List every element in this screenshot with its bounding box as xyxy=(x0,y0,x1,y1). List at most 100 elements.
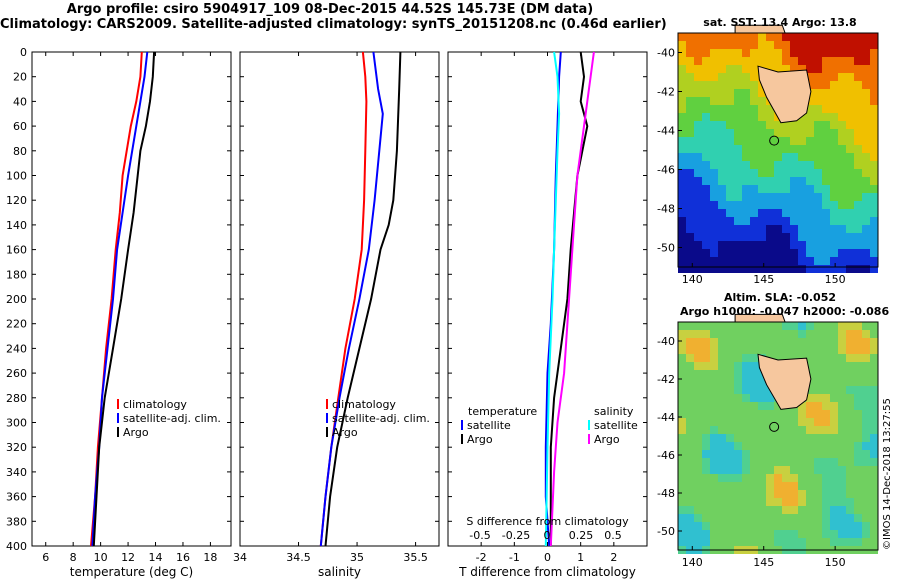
map-cell xyxy=(830,354,838,362)
map-cell xyxy=(686,161,694,169)
map-cell xyxy=(718,450,726,458)
map-cell xyxy=(702,506,710,514)
map-cell xyxy=(814,185,822,193)
map-cell xyxy=(854,169,862,177)
map-cell xyxy=(782,193,790,201)
map-cell xyxy=(734,193,742,201)
map-x-tick-label: 140 xyxy=(682,556,703,569)
map-cell xyxy=(822,241,830,249)
map-cell xyxy=(694,129,702,137)
map-cell xyxy=(862,418,870,426)
map-cell xyxy=(814,97,822,105)
map-cell xyxy=(870,201,878,209)
map-cell xyxy=(854,370,862,378)
map-cell xyxy=(862,153,870,161)
map-cell xyxy=(782,458,790,466)
map-cell xyxy=(822,233,830,241)
map-cell xyxy=(822,322,830,330)
map-cell xyxy=(822,225,830,233)
map-cell xyxy=(726,466,734,474)
map-cell xyxy=(790,241,798,249)
map-cell xyxy=(766,233,774,241)
map-cell xyxy=(766,346,774,354)
y-tick-label: 360 xyxy=(6,491,27,504)
map-cell xyxy=(710,169,718,177)
map-cell xyxy=(678,185,686,193)
map-cell xyxy=(782,49,790,57)
map-cell xyxy=(678,233,686,241)
map-cell xyxy=(702,217,710,225)
map-cell xyxy=(798,257,806,265)
map-cell xyxy=(790,490,798,498)
map-cell xyxy=(822,370,830,378)
map-cell xyxy=(766,225,774,233)
map-cell xyxy=(734,105,742,113)
map-cell xyxy=(830,65,838,73)
map-x-tick-label: 145 xyxy=(753,556,774,569)
map-cell xyxy=(734,530,742,538)
map-cell xyxy=(846,530,854,538)
title-line-1: Argo profile: csiro 5904917_109 08-Dec-2… xyxy=(66,2,594,17)
map-cell xyxy=(686,89,694,97)
map-cell xyxy=(710,145,718,153)
map-cell xyxy=(742,257,750,265)
map-cell xyxy=(718,161,726,169)
map-cell xyxy=(718,233,726,241)
map-cell xyxy=(686,233,694,241)
map-cell xyxy=(798,193,806,201)
map-cell xyxy=(846,514,854,522)
map-cell xyxy=(870,410,878,418)
map-cell xyxy=(854,434,862,442)
map-cell xyxy=(726,506,734,514)
map-cell xyxy=(758,161,766,169)
map-cell xyxy=(830,442,838,450)
map-cell xyxy=(742,530,750,538)
map-cell xyxy=(718,249,726,257)
map-cell xyxy=(830,506,838,514)
map-cell xyxy=(822,161,830,169)
map-cell xyxy=(710,177,718,185)
y-tick-label: 100 xyxy=(6,170,27,183)
map-cell xyxy=(766,338,774,346)
map-cell xyxy=(694,506,702,514)
map-cell xyxy=(846,490,854,498)
map-cell xyxy=(718,185,726,193)
map-cell xyxy=(798,137,806,145)
map-cell xyxy=(862,241,870,249)
map-cell xyxy=(806,49,814,57)
map-cell xyxy=(750,169,758,177)
map-cell xyxy=(678,378,686,386)
map-cell xyxy=(694,153,702,161)
map-cell xyxy=(806,241,814,249)
map-cell xyxy=(686,129,694,137)
map-cell xyxy=(742,458,750,466)
map-cell xyxy=(870,241,878,249)
map-cell xyxy=(694,450,702,458)
map-cell xyxy=(702,185,710,193)
map-cell xyxy=(678,89,686,97)
map-cell xyxy=(742,354,750,362)
map-cell xyxy=(750,105,758,113)
map-cell xyxy=(862,145,870,153)
map-cell xyxy=(846,474,854,482)
map-cell xyxy=(798,442,806,450)
map-cell xyxy=(806,41,814,49)
map-cell xyxy=(678,482,686,490)
map-cell xyxy=(838,410,846,418)
map-cell xyxy=(790,522,798,530)
map-cell xyxy=(814,89,822,97)
map-cell xyxy=(774,49,782,57)
map-cell xyxy=(814,490,822,498)
map-cell xyxy=(838,466,846,474)
map-cell xyxy=(678,402,686,410)
map-cell xyxy=(758,241,766,249)
map-cell xyxy=(782,530,790,538)
map-cell xyxy=(838,73,846,81)
map-cell xyxy=(854,330,862,338)
map-cell xyxy=(686,57,694,65)
map-cell xyxy=(870,225,878,233)
map-cell xyxy=(710,538,718,546)
map-cell xyxy=(870,145,878,153)
map-cell xyxy=(750,97,758,105)
map-cell xyxy=(774,538,782,546)
